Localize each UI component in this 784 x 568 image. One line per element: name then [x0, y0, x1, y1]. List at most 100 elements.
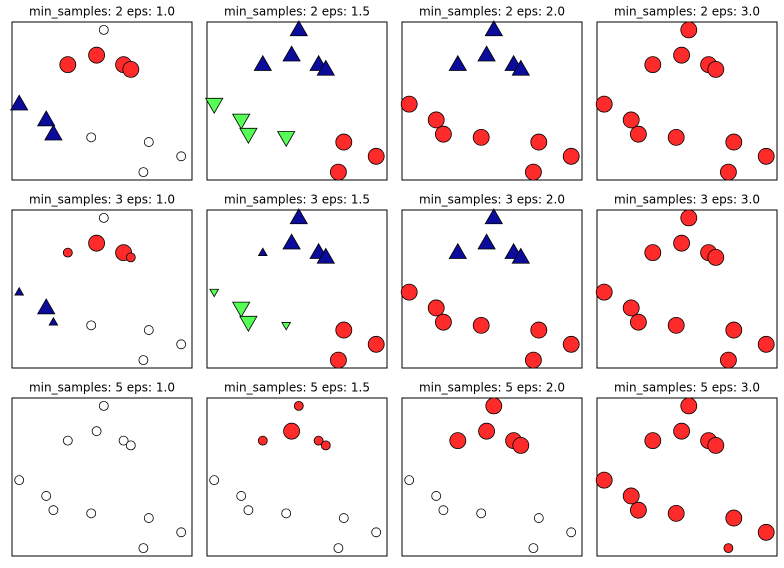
point [9, 94, 29, 111]
plot-area [596, 397, 778, 557]
point [98, 24, 109, 35]
point [281, 508, 292, 519]
point [125, 252, 136, 263]
point [209, 475, 220, 486]
point [595, 95, 613, 113]
point [282, 45, 301, 62]
point [720, 351, 737, 369]
point [400, 283, 418, 301]
plot-area [401, 397, 583, 557]
plot-area [401, 21, 583, 181]
point [282, 233, 301, 250]
point [533, 513, 544, 523]
point [209, 288, 220, 298]
point [62, 435, 73, 446]
point [329, 351, 347, 369]
point [530, 321, 548, 339]
point [98, 400, 109, 411]
point [725, 133, 743, 151]
point [257, 435, 268, 446]
point [720, 163, 737, 181]
plot-area [11, 21, 193, 181]
point [562, 335, 580, 353]
point [478, 422, 496, 440]
point [367, 147, 385, 165]
point [438, 505, 449, 516]
point [723, 543, 734, 553]
chart-title: min_samples: 5 eps: 2.0 [419, 381, 565, 395]
point [667, 316, 685, 334]
point [427, 111, 445, 129]
point [88, 46, 105, 64]
point [477, 233, 496, 250]
point [316, 59, 336, 76]
point [14, 286, 25, 296]
point [525, 163, 542, 181]
point [14, 475, 25, 486]
plot-area [11, 209, 193, 369]
chart-title: min_samples: 3 eps: 1.0 [29, 193, 175, 207]
plot-area [206, 209, 388, 369]
point [367, 335, 385, 353]
point [400, 95, 418, 113]
point [239, 315, 258, 332]
point [448, 242, 468, 259]
point [313, 435, 324, 446]
chart-title: min_samples: 5 eps: 1.5 [224, 381, 370, 395]
point [122, 61, 140, 78]
point [595, 471, 613, 489]
point [622, 111, 640, 129]
point [725, 321, 743, 339]
point [707, 248, 725, 266]
point [125, 440, 136, 451]
point [257, 247, 268, 256]
point [673, 422, 690, 440]
point [680, 397, 698, 415]
chart-title: min_samples: 5 eps: 1.0 [29, 381, 175, 395]
point [138, 167, 149, 178]
chart-title: min_samples: 3 eps: 3.0 [614, 193, 760, 207]
point [231, 301, 251, 318]
point [333, 543, 344, 553]
point [329, 163, 347, 181]
point [427, 299, 445, 317]
point [485, 397, 503, 415]
point [320, 440, 331, 451]
point [138, 543, 149, 553]
point [644, 432, 662, 450]
point [289, 208, 309, 225]
point [243, 505, 254, 516]
point [477, 45, 496, 62]
point [143, 137, 154, 147]
chart-title: min_samples: 3 eps: 2.0 [419, 193, 565, 207]
point [595, 283, 613, 301]
point [707, 436, 725, 454]
point [283, 422, 301, 440]
point [91, 426, 102, 437]
point [644, 244, 662, 262]
point [680, 21, 698, 39]
plot-area [596, 209, 778, 369]
point [472, 316, 490, 334]
point [36, 298, 56, 315]
point [36, 110, 56, 127]
point [757, 523, 775, 541]
point [236, 491, 247, 501]
point [757, 335, 775, 353]
point [622, 299, 640, 317]
point [562, 147, 580, 165]
point [239, 127, 258, 144]
point [725, 509, 743, 527]
point [41, 491, 52, 501]
point [176, 339, 187, 350]
point [338, 513, 349, 523]
point [48, 505, 59, 516]
point [667, 128, 685, 146]
point [644, 56, 662, 74]
point [434, 125, 452, 143]
point [253, 54, 273, 71]
point [667, 504, 685, 522]
chart-title: min_samples: 5 eps: 3.0 [614, 381, 760, 395]
point [176, 527, 187, 538]
